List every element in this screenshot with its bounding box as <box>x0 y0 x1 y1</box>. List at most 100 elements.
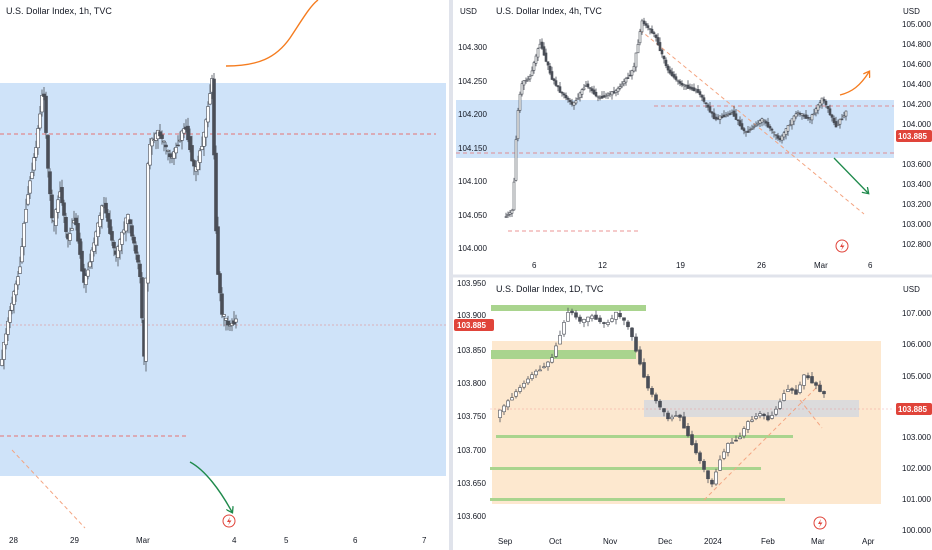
candle-body <box>520 83 524 95</box>
candle-body <box>564 95 568 99</box>
candle-body <box>750 419 754 422</box>
candle-body <box>134 245 138 254</box>
y-tick-label: 102.800 <box>902 240 931 249</box>
y-tick-label: 103.200 <box>902 200 931 209</box>
candle-body <box>710 111 714 114</box>
candle-body <box>532 62 536 71</box>
candle-body <box>674 415 678 417</box>
candle-body <box>646 25 650 28</box>
candle-body <box>54 209 58 226</box>
chart-title: U.S. Dollar Index, 1h, TVC <box>6 6 112 16</box>
candle-body <box>806 116 810 119</box>
candle-body <box>546 61 550 66</box>
candle-body <box>710 479 714 485</box>
candle-body <box>22 223 26 247</box>
candle-body <box>572 101 576 106</box>
candle-body <box>654 34 658 38</box>
candle-body <box>98 215 102 228</box>
candle-body <box>126 214 130 224</box>
candle-body <box>782 393 786 401</box>
candle-body <box>530 70 534 76</box>
candle-body <box>68 233 72 241</box>
candle-body <box>138 263 142 278</box>
y-tick-label: 105.000 <box>902 372 931 381</box>
x-tick-label: Nov <box>603 537 617 546</box>
x-tick-label: Mar <box>811 537 825 546</box>
candle-body <box>626 77 630 79</box>
y-tick-label: 104.050 <box>458 211 487 220</box>
candle-body <box>762 119 766 122</box>
candle-body <box>674 76 678 80</box>
candle-body <box>64 217 68 232</box>
candle-body <box>638 31 642 44</box>
y-tick-label: 100.000 <box>902 526 931 535</box>
candle-body <box>204 119 208 138</box>
candle-body <box>522 80 526 86</box>
candle-body <box>816 104 820 111</box>
y-tick-label: 103.700 <box>457 446 486 455</box>
gray-zone <box>644 400 859 417</box>
candle-body <box>4 333 8 346</box>
candle-body <box>542 46 546 56</box>
candle-body <box>540 41 544 49</box>
candle-body <box>632 65 636 72</box>
candle-body <box>530 374 534 379</box>
candle-body <box>746 130 750 133</box>
candle-body <box>80 250 84 272</box>
y-tick-label: 103.000 <box>902 433 931 442</box>
y-tick-label: 102.000 <box>902 464 931 473</box>
lightning-icon[interactable] <box>813 516 827 530</box>
last-price-badge <box>896 403 932 415</box>
candle-body <box>550 71 554 80</box>
candle-body <box>218 273 222 294</box>
candle-body <box>770 128 774 131</box>
candle-body <box>510 397 514 401</box>
candle-body <box>754 416 758 419</box>
candle-body <box>26 194 30 205</box>
candle-body <box>46 135 50 169</box>
candle-body <box>144 277 148 362</box>
lightning-icon[interactable] <box>222 514 236 528</box>
candle-body <box>708 106 712 113</box>
candle-body <box>526 78 530 81</box>
lightning-icon[interactable] <box>835 239 849 253</box>
candle-body <box>10 302 14 311</box>
candle-body <box>822 391 826 395</box>
candle-body <box>36 128 40 149</box>
y-tick-label: 104.400 <box>902 80 931 89</box>
candle-body <box>196 160 200 170</box>
candle-body <box>528 76 532 80</box>
candle-body <box>32 157 36 171</box>
candle-body <box>212 78 216 156</box>
candle-body <box>206 106 210 123</box>
candle-body <box>718 459 722 471</box>
candle-body <box>534 55 538 64</box>
candle-body <box>582 87 586 90</box>
candle-body <box>90 249 94 262</box>
candle-body <box>768 125 772 129</box>
trend-line <box>799 399 823 429</box>
candle-body <box>560 91 564 94</box>
chart-1h: U.S. Dollar Index, 1h, TVC 103.950 103.9… <box>0 0 494 545</box>
candle-body <box>832 117 836 124</box>
candle-body <box>70 228 74 231</box>
candle-body <box>636 44 640 54</box>
y-tick-label: 104.600 <box>902 60 931 69</box>
candle-body <box>810 114 814 121</box>
bearish-projection-arrow <box>833 157 868 193</box>
candle-body <box>754 124 758 127</box>
candle-body <box>514 391 518 397</box>
y-tick-label: 103.850 <box>457 346 486 355</box>
candle-body <box>770 415 774 419</box>
candle-body <box>762 413 766 417</box>
candle-body <box>826 106 830 109</box>
candle-body <box>596 95 600 98</box>
y-axis-left: 104.300 104.250 104.200 104.150 104.100 … <box>458 43 487 253</box>
candle-body <box>804 114 808 119</box>
candle-body <box>794 113 798 118</box>
candle-body <box>618 312 622 318</box>
candle-body <box>150 138 154 147</box>
candle-body <box>136 254 140 263</box>
candles-4h <box>504 17 848 219</box>
candle-body <box>646 376 650 389</box>
